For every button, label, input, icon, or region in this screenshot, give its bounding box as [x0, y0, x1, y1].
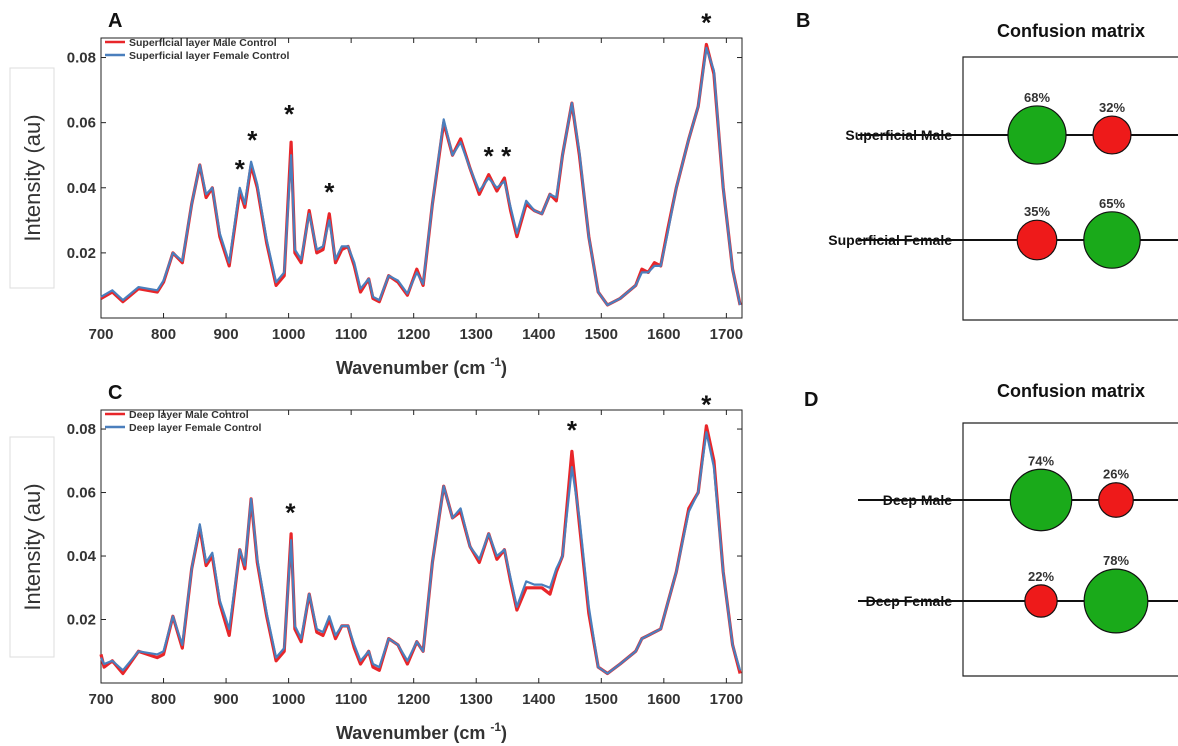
correct-circle: [1083, 568, 1149, 634]
significance-star: *: [324, 177, 335, 207]
plot-frame-a: [100, 37, 743, 319]
y-label-frame: [9, 436, 55, 658]
x-axis-label-close: ): [501, 358, 507, 378]
x-tick-label: 1600: [647, 326, 680, 343]
x-axis-label: Wavenumber (cm -1): [336, 355, 507, 378]
x-axis-label-close: ): [501, 723, 507, 743]
confusion-percent-label: 32%: [1099, 100, 1125, 115]
incorrect-circle: [1024, 584, 1058, 618]
y-label-frame: [9, 67, 55, 289]
x-tick-label: 900: [214, 326, 239, 343]
y-tick-label: 0.04: [67, 180, 97, 197]
y-tick-label: 0.04: [67, 548, 97, 565]
correct-circle: [1009, 468, 1073, 532]
significance-star: *: [501, 141, 512, 171]
significance-star: *: [235, 154, 246, 184]
x-tick-label: 1400: [522, 326, 555, 343]
series-line-female: [100, 431, 742, 675]
x-tick-label: 1200: [397, 326, 430, 343]
legend-label: Deep layer Female Control: [129, 422, 262, 434]
significance-star: *: [247, 125, 258, 155]
x-axis-label-sup: -1: [490, 720, 501, 734]
x-tick-label: 1700: [710, 691, 743, 708]
x-tick-label: 1300: [460, 691, 493, 708]
y-tick-label: 0.08: [67, 421, 96, 438]
x-tick-label: 1100: [335, 326, 368, 343]
legend-label: Superficial layer Female Control: [129, 50, 290, 62]
x-axis-label-sup: -1: [490, 355, 501, 369]
x-tick-label: 1600: [647, 691, 680, 708]
x-tick-label: 1500: [585, 326, 618, 343]
significance-star: *: [284, 99, 295, 129]
y-tick-label: 0.06: [67, 115, 96, 132]
x-tick-label: 1500: [585, 691, 618, 708]
x-tick-label: 800: [151, 691, 176, 708]
significance-star: *: [484, 141, 495, 171]
confusion-percent-label: 22%: [1028, 569, 1054, 584]
legend-label: Superficial layer Male Control: [129, 37, 277, 49]
legend-label: Deep layer Male Control: [129, 409, 249, 421]
confusion-matrix-title: Confusion matrix: [997, 21, 1145, 41]
x-tick-label: 800: [151, 326, 176, 343]
panel-letter-b: B: [796, 10, 810, 32]
significance-star: *: [567, 415, 578, 445]
confusion-matrix-title: Confusion matrix: [997, 381, 1145, 401]
plot-frame-c: [100, 409, 743, 684]
y-axis-label: Intensity (au): [20, 114, 45, 241]
significance-star: *: [701, 390, 712, 420]
significance-star: *: [285, 498, 296, 528]
x-tick-label: 1700: [710, 326, 743, 343]
x-tick-label: 1100: [335, 691, 368, 708]
x-tick-label: 1200: [397, 691, 430, 708]
spectrum-chart-c: 700 800 900 1000 1100 1200 1300 1400 1500 1600 170…: [9, 390, 743, 743]
x-tick-label: 1300: [460, 326, 493, 343]
x-axis-label-main: Wavenumber (cm: [336, 358, 490, 378]
incorrect-circle: [1098, 482, 1134, 518]
confusion-percent-label: 35%: [1024, 204, 1050, 219]
confusion-percent-label: 26%: [1103, 467, 1129, 482]
x-tick-label: 1000: [272, 326, 305, 343]
y-tick-label: 0.02: [67, 245, 96, 262]
y-tick-label: 0.02: [67, 612, 96, 629]
confusion-percent-label: 68%: [1024, 90, 1050, 105]
incorrect-circle: [1092, 115, 1132, 155]
confusion-percent-label: 78%: [1103, 553, 1129, 568]
y-axis-label: Intensity (au): [20, 483, 45, 610]
x-tick-label: 1400: [522, 691, 555, 708]
x-tick-label: 1000: [272, 691, 305, 708]
x-tick-label: 700: [88, 326, 113, 343]
panel-letter-d: D: [804, 389, 818, 411]
x-axis-label: Wavenumber (cm -1): [336, 720, 507, 743]
spectrum-chart-a: 700 800 900 1000 1100 1200 1300 1400 1500 1600 170…: [9, 8, 743, 378]
confusion-percent-label: 74%: [1028, 453, 1054, 468]
panel-letter-c: C: [108, 382, 122, 404]
x-tick-label: 700: [88, 691, 113, 708]
confusion-percent-label: 65%: [1099, 196, 1125, 211]
correct-circle: [1007, 105, 1067, 165]
panel-letter-a: A: [108, 10, 122, 32]
significance-star: *: [701, 8, 712, 38]
y-tick-label: 0.08: [67, 50, 96, 67]
x-axis-label-main: Wavenumber (cm: [336, 723, 490, 743]
confusion-matrix-frame: [962, 422, 1178, 677]
series-line-female: [100, 46, 742, 307]
x-tick-label: 900: [214, 691, 239, 708]
correct-circle: [1083, 211, 1141, 269]
incorrect-circle: [1016, 219, 1058, 261]
y-tick-label: 0.06: [67, 485, 96, 502]
confusion-matrix-frame: [962, 56, 1178, 321]
